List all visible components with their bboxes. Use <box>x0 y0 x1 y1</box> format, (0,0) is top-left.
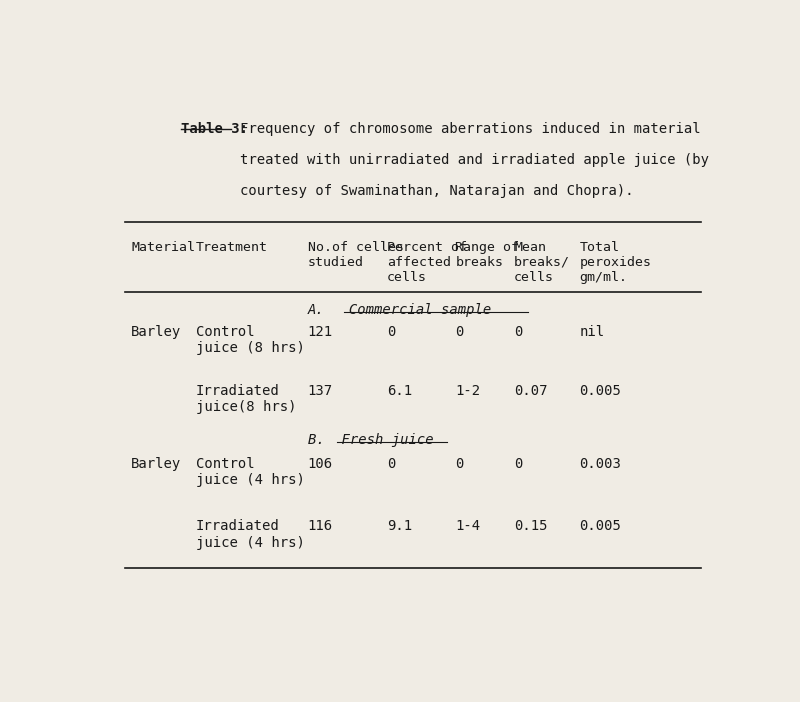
Text: 0: 0 <box>514 325 522 339</box>
Text: courtesy of Swaminathan, Natarajan and Chopra).: courtesy of Swaminathan, Natarajan and C… <box>239 184 633 198</box>
Text: 1-4: 1-4 <box>455 519 480 534</box>
Text: 0: 0 <box>387 325 395 339</box>
Text: Mean
breaks/
cells: Mean breaks/ cells <box>514 241 570 284</box>
Text: 106: 106 <box>308 457 333 471</box>
Text: B.  Fresh juice: B. Fresh juice <box>308 433 434 447</box>
Text: 116: 116 <box>308 519 333 534</box>
Text: 0: 0 <box>455 325 464 339</box>
Text: 0.005: 0.005 <box>579 384 621 398</box>
Text: Frequency of chromosome aberrations induced in material: Frequency of chromosome aberrations indu… <box>239 122 700 136</box>
Text: 0: 0 <box>514 457 522 471</box>
Text: 0: 0 <box>387 457 395 471</box>
Text: Barley: Barley <box>131 325 182 339</box>
Text: 137: 137 <box>308 384 333 398</box>
Text: 0.15: 0.15 <box>514 519 548 534</box>
Text: 9.1: 9.1 <box>387 519 412 534</box>
Text: nil: nil <box>579 325 604 339</box>
Text: Total
peroxides
gm/ml.: Total peroxides gm/ml. <box>579 241 651 284</box>
Text: Control
juice (8 hrs): Control juice (8 hrs) <box>196 325 305 355</box>
Text: 1-2: 1-2 <box>455 384 480 398</box>
Text: 0.003: 0.003 <box>579 457 621 471</box>
Text: 6.1: 6.1 <box>387 384 412 398</box>
Text: Irradiated
juice(8 hrs): Irradiated juice(8 hrs) <box>196 384 297 414</box>
Text: Percent of
affected
cells: Percent of affected cells <box>387 241 467 284</box>
Text: A.   Commercial sample: A. Commercial sample <box>308 303 492 317</box>
Text: Range of
breaks: Range of breaks <box>455 241 519 269</box>
Text: Irradiated
juice (4 hrs): Irradiated juice (4 hrs) <box>196 519 305 550</box>
Text: No.of celles
studied: No.of celles studied <box>308 241 404 269</box>
Text: Control
juice (4 hrs): Control juice (4 hrs) <box>196 457 305 487</box>
Text: Table 3:: Table 3: <box>181 122 248 136</box>
Text: Treatment: Treatment <box>196 241 268 254</box>
Text: Material: Material <box>131 241 195 254</box>
Text: 0: 0 <box>455 457 464 471</box>
Text: treated with unirradiated and irradiated apple juice (by: treated with unirradiated and irradiated… <box>239 153 709 167</box>
Text: 0.07: 0.07 <box>514 384 548 398</box>
Text: 121: 121 <box>308 325 333 339</box>
Text: Barley: Barley <box>131 457 182 471</box>
Text: 0.005: 0.005 <box>579 519 621 534</box>
